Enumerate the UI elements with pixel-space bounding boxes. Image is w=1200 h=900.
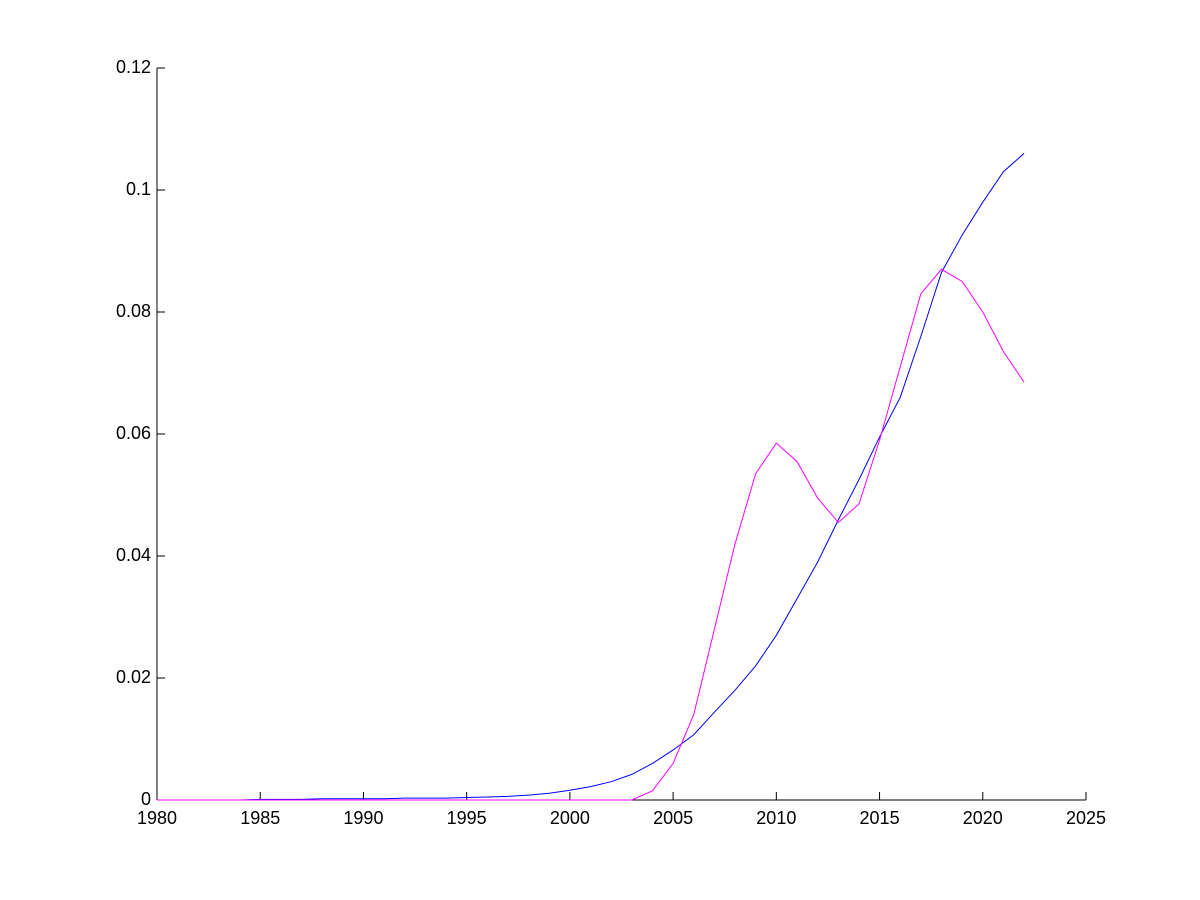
x-tick-label: 2005 <box>653 808 693 828</box>
line-series <box>157 153 1025 801</box>
y-tick-label: 0 <box>141 789 151 809</box>
y-tick-label: 0.1 <box>126 179 151 199</box>
x-tick-label: 2025 <box>1066 808 1106 828</box>
x-tick-label: 2010 <box>756 808 796 828</box>
x-tick-label: 1985 <box>240 808 280 828</box>
x-tick-label: 1990 <box>343 808 383 828</box>
line-series <box>157 268 1025 801</box>
x-tick-label: 2015 <box>860 808 900 828</box>
y-tick-label: 0.02 <box>116 667 151 687</box>
x-tick-label: 1980 <box>137 808 177 828</box>
y-tick-label: 0.06 <box>116 423 151 443</box>
y-tick-label: 0.04 <box>116 545 151 565</box>
x-tick-label: 2020 <box>963 808 1003 828</box>
x-tick-label: 1995 <box>447 808 487 828</box>
y-tick-label: 0.12 <box>116 57 151 77</box>
x-tick-label: 2000 <box>550 808 590 828</box>
y-tick-label: 0.08 <box>116 301 151 321</box>
